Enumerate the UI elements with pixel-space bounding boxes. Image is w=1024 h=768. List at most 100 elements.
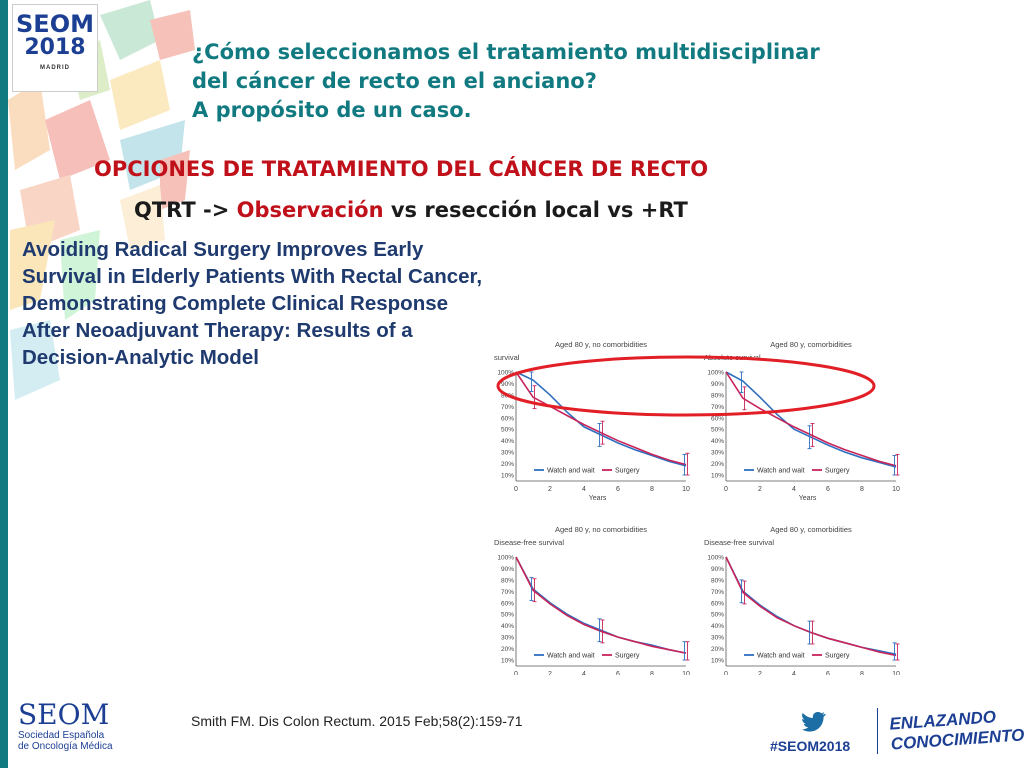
series-line	[725, 371, 897, 467]
x-tick-label: 8	[650, 486, 654, 493]
x-tick-label: 10	[892, 486, 900, 493]
series-line	[725, 371, 897, 468]
x-tick-label: 0	[724, 486, 728, 493]
y-tick-label: 90%	[501, 566, 514, 573]
y-tick-label: 70%	[711, 589, 724, 596]
legend-label: Watch and wait	[547, 653, 595, 660]
y-tick-label: 80%	[711, 577, 724, 584]
x-tick-label: 8	[650, 671, 654, 675]
y-tick-label: 10%	[711, 658, 724, 665]
y-tick-label: 40%	[711, 438, 724, 445]
logo-city: MADRID	[40, 65, 70, 71]
paper-title-line: Avoiding Radical Surgery Improves Early	[22, 238, 424, 261]
slide-title-line: ¿Cómo seleccionamos el tratamiento multi…	[192, 40, 820, 64]
chart-ylabel: Disease-free survival	[494, 538, 564, 547]
y-tick-label: 80%	[501, 577, 514, 584]
y-tick-label: 80%	[711, 392, 724, 399]
legend-label: Watch and wait	[757, 468, 805, 475]
treatment-options-subtitle: QTRT -> Observación vs resección local v…	[134, 198, 688, 222]
chart-title: Aged 80 y, comorbidities	[770, 340, 852, 349]
chart-panel: Aged 80 y, no comorbidities Disease-free …	[494, 525, 690, 675]
paper-title-line: After Neoadjuvant Therapy: Results of a	[22, 319, 413, 342]
y-tick-label: 70%	[711, 404, 724, 411]
logo-year: 2018	[24, 35, 86, 60]
seom-footer-society-line: Sociedad Española	[18, 730, 105, 741]
y-tick-label: 40%	[501, 438, 514, 445]
citation: Smith FM. Dis Colon Rectum. 2015 Feb;58(…	[191, 713, 523, 729]
y-tick-label: 70%	[501, 589, 514, 596]
y-tick-label: 100%	[497, 370, 514, 377]
chart-title: Aged 80 y, comorbidities	[770, 525, 852, 534]
x-tick-label: 8	[860, 486, 864, 493]
x-tick-label: 6	[616, 486, 620, 493]
seom-footer-name: SEOM	[18, 698, 110, 731]
x-tick-label: 4	[582, 486, 586, 493]
x-tick-label: 10	[892, 671, 900, 675]
confetti-pattern	[8, 0, 195, 400]
chart-title: Aged 80 y, no comorbidities	[555, 340, 647, 349]
y-tick-label: 30%	[711, 635, 724, 642]
y-tick-label: 100%	[497, 555, 514, 562]
y-tick-label: 20%	[711, 646, 724, 653]
x-tick-label: 4	[792, 671, 796, 675]
y-tick-label: 50%	[711, 427, 724, 434]
x-tick-label: 0	[514, 486, 518, 493]
seom-footer-society-line: de Oncología Médica	[18, 741, 113, 752]
hashtag: #SEOM2018	[770, 738, 851, 754]
x-tick-label: 10	[682, 671, 690, 675]
y-tick-label: 50%	[711, 612, 724, 619]
legend-label: Watch and wait	[547, 468, 595, 475]
y-tick-label: 60%	[711, 415, 724, 422]
chart-title: Aged 80 y, no comorbidities	[555, 525, 647, 534]
y-tick-label: 30%	[501, 450, 514, 457]
y-tick-label: 40%	[501, 623, 514, 630]
y-tick-label: 30%	[501, 635, 514, 642]
paper-title-line: Decision-Analytic Model	[22, 346, 259, 369]
x-tick-label: 8	[860, 671, 864, 675]
legend-label: Surgery	[825, 653, 850, 660]
y-tick-label: 100%	[707, 555, 724, 562]
y-tick-label: 50%	[501, 612, 514, 619]
slide-title-line: A propósito de un caso.	[192, 98, 472, 122]
x-tick-label: 6	[616, 671, 620, 675]
y-tick-label: 10%	[711, 473, 724, 480]
section-title: OPCIONES DE TRATAMIENTO DEL CÁNCER DE RE…	[94, 157, 709, 181]
chart-xlabel: Years	[799, 495, 817, 502]
x-tick-label: 2	[548, 486, 552, 493]
paper-title-line: Demonstrating Complete Clinical Response	[22, 292, 449, 315]
chart-ylabel: survival	[494, 353, 520, 362]
highlight-ellipse	[496, 355, 876, 417]
y-tick-label: 60%	[501, 600, 514, 607]
y-tick-label: 20%	[711, 461, 724, 468]
chart-ylabel: Disease-free survival	[704, 538, 774, 547]
y-tick-label: 30%	[711, 450, 724, 457]
series-line	[515, 556, 687, 654]
y-tick-label: 60%	[501, 415, 514, 422]
chart-panel: Aged 80 y, comorbidities Disease-free sur…	[704, 525, 900, 675]
x-tick-label: 2	[758, 671, 762, 675]
x-tick-label: 0	[724, 671, 728, 675]
seom-footer-logo: SEOM Sociedad Española de Oncología Médi…	[18, 698, 118, 753]
y-tick-label: 10%	[501, 473, 514, 480]
y-tick-label: 50%	[501, 427, 514, 434]
paper-title: Avoiding Radical Surgery Improves Early …	[22, 236, 562, 371]
twitter-bird-icon	[802, 712, 826, 737]
subtitle-highlight: Observación	[236, 198, 384, 222]
y-tick-label: 10%	[501, 658, 514, 665]
y-tick-label: 20%	[501, 646, 514, 653]
x-tick-label: 4	[792, 486, 796, 493]
x-tick-label: 0	[514, 671, 518, 675]
x-tick-label: 2	[548, 671, 552, 675]
legend-label: Surgery	[615, 653, 640, 660]
slide-title: ¿Cómo seleccionamos el tratamiento multi…	[192, 38, 972, 125]
paper-title-line: Survival in Elderly Patients With Rectal…	[22, 265, 483, 288]
y-tick-label: 70%	[501, 404, 514, 411]
series-line	[725, 556, 897, 656]
y-tick-label: 40%	[711, 623, 724, 630]
slide-title-line: del cáncer de recto en el anciano?	[192, 69, 597, 93]
x-tick-label: 6	[826, 671, 830, 675]
x-tick-label: 2	[758, 486, 762, 493]
chart-panel: Aged 80 y, no comorbidities survival 100% 9…	[494, 340, 690, 502]
legend-label: Watch and wait	[757, 653, 805, 660]
